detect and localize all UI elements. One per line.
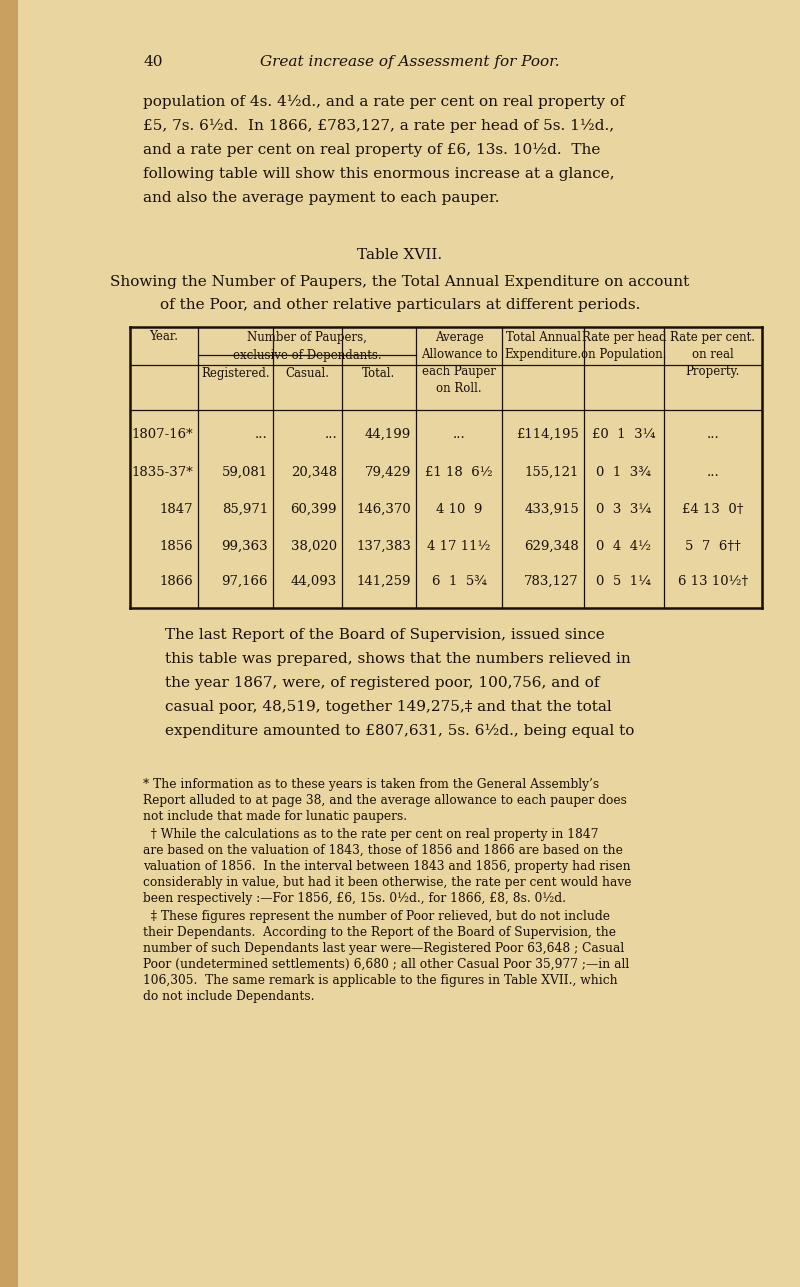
- Text: 20,348: 20,348: [291, 466, 337, 479]
- Text: 137,383: 137,383: [356, 541, 411, 553]
- Text: 106,305.  The same remark is applicable to the figures in Table XVII., which: 106,305. The same remark is applicable t…: [143, 974, 618, 987]
- Text: £114,195: £114,195: [516, 429, 579, 441]
- Text: of the Poor, and other relative particulars at different periods.: of the Poor, and other relative particul…: [160, 299, 640, 311]
- Text: 155,121: 155,121: [525, 466, 579, 479]
- Text: † While the calculations as to the rate per cent on real property in 1847: † While the calculations as to the rate …: [143, 828, 598, 840]
- Text: 1847: 1847: [159, 503, 193, 516]
- Text: valuation of 1856.  In the interval between 1843 and 1856, property had risen: valuation of 1856. In the interval betwe…: [143, 860, 630, 873]
- Text: are based on the valuation of 1843, those of 1856 and 1866 are based on the: are based on the valuation of 1843, thos…: [143, 844, 623, 857]
- Text: ‡ These figures represent the number of Poor relieved, but do not include: ‡ These figures represent the number of …: [143, 910, 610, 923]
- Text: ...: ...: [255, 429, 268, 441]
- Text: 0  5  1¼: 0 5 1¼: [597, 575, 651, 588]
- Text: ...: ...: [324, 429, 337, 441]
- Text: Number of Paupers,
exclusive of Dependants.: Number of Paupers, exclusive of Dependan…: [233, 331, 382, 362]
- Text: considerably in value, but had it been otherwise, the rate per cent would have: considerably in value, but had it been o…: [143, 876, 631, 889]
- Text: Rate per head
on Population.: Rate per head on Population.: [582, 331, 666, 360]
- Text: Average
Allowance to
each Pauper
on Roll.: Average Allowance to each Pauper on Roll…: [421, 331, 498, 395]
- Text: £4 13  0†: £4 13 0†: [682, 503, 744, 516]
- Text: 146,370: 146,370: [356, 503, 411, 516]
- Text: * The information as to these years is taken from the General Assembly’s: * The information as to these years is t…: [143, 779, 599, 792]
- Text: 6 13 10½†: 6 13 10½†: [678, 575, 748, 588]
- Text: 433,915: 433,915: [524, 503, 579, 516]
- Text: ...: ...: [706, 429, 719, 441]
- Text: casual poor, 48,519, together 149,275,‡ and that the total: casual poor, 48,519, together 149,275,‡ …: [165, 700, 612, 714]
- Text: Total.: Total.: [362, 367, 396, 380]
- Text: ...: ...: [706, 466, 719, 479]
- Text: number of such Dependants last year were—Registered Poor 63,648 ; Casual: number of such Dependants last year were…: [143, 942, 624, 955]
- Text: not include that made for lunatic paupers.: not include that made for lunatic pauper…: [143, 810, 407, 822]
- Text: Showing the Number of Paupers, the Total Annual Expenditure on account: Showing the Number of Paupers, the Total…: [110, 275, 690, 290]
- Text: 1835-37*: 1835-37*: [131, 466, 193, 479]
- Text: 141,259: 141,259: [357, 575, 411, 588]
- Text: 99,363: 99,363: [222, 541, 268, 553]
- Text: 97,166: 97,166: [222, 575, 268, 588]
- Bar: [0, 0, 18, 1287]
- Text: 44,093: 44,093: [290, 575, 337, 588]
- Text: population of 4s. 4½d., and a rate per cent on real property of: population of 4s. 4½d., and a rate per c…: [143, 95, 625, 109]
- Text: Report alluded to at page 38, and the average allowance to each pauper does: Report alluded to at page 38, and the av…: [143, 794, 627, 807]
- Text: ...: ...: [453, 429, 466, 441]
- Text: 6  1  5¾: 6 1 5¾: [431, 575, 486, 588]
- Text: been respectively :—For 1856, £6, 15s. 0½d., for 1866, £8, 8s. 0½d.: been respectively :—For 1856, £6, 15s. 0…: [143, 892, 566, 905]
- Text: 1807-16*: 1807-16*: [131, 429, 193, 441]
- Text: 79,429: 79,429: [365, 466, 411, 479]
- Text: 44,199: 44,199: [365, 429, 411, 441]
- Text: this table was prepared, shows that the numbers relieved in: this table was prepared, shows that the …: [165, 653, 630, 665]
- Text: Rate per cent.
on real
Property.: Rate per cent. on real Property.: [670, 331, 755, 378]
- Text: 629,348: 629,348: [524, 541, 579, 553]
- Text: 60,399: 60,399: [290, 503, 337, 516]
- Text: 59,081: 59,081: [222, 466, 268, 479]
- Text: Casual.: Casual.: [286, 367, 330, 380]
- Text: following table will show this enormous increase at a glance,: following table will show this enormous …: [143, 167, 614, 181]
- Text: 4 17 11½: 4 17 11½: [427, 541, 490, 553]
- Text: Total Annual
Expenditure.: Total Annual Expenditure.: [505, 331, 582, 360]
- Text: £1 18  6½: £1 18 6½: [425, 466, 493, 479]
- Text: 1866: 1866: [159, 575, 193, 588]
- Text: 5  7  6††: 5 7 6††: [685, 541, 741, 553]
- Text: 1856: 1856: [159, 541, 193, 553]
- Text: do not include Dependants.: do not include Dependants.: [143, 990, 314, 1003]
- Text: 85,971: 85,971: [222, 503, 268, 516]
- Text: The last Report of the Board of Supervision, issued since: The last Report of the Board of Supervis…: [165, 628, 605, 642]
- Text: £5, 7s. 6½d.  In 1866, £783,127, a rate per head of 5s. 1½d.,: £5, 7s. 6½d. In 1866, £783,127, a rate p…: [143, 118, 614, 133]
- Text: Great increase of Assessment for Poor.: Great increase of Assessment for Poor.: [260, 55, 560, 69]
- Text: Table XVII.: Table XVII.: [358, 248, 442, 263]
- Text: Poor (undetermined settlements) 6,680 ; all other Casual Poor 35,977 ;—in all: Poor (undetermined settlements) 6,680 ; …: [143, 958, 630, 970]
- Text: 0  4  4½: 0 4 4½: [597, 541, 651, 553]
- Text: 4 10  9: 4 10 9: [436, 503, 482, 516]
- Text: 40: 40: [143, 55, 162, 69]
- Text: expenditure amounted to £807,631, 5s. 6½d., being equal to: expenditure amounted to £807,631, 5s. 6½…: [165, 725, 634, 739]
- Text: 38,020: 38,020: [291, 541, 337, 553]
- Text: Registered.: Registered.: [201, 367, 270, 380]
- Text: Year.: Year.: [150, 329, 178, 344]
- Text: their Dependants.  According to the Report of the Board of Supervision, the: their Dependants. According to the Repor…: [143, 927, 616, 940]
- Text: 0  3  3¼: 0 3 3¼: [596, 503, 652, 516]
- Text: the year 1867, were, of registered poor, 100,756, and of: the year 1867, were, of registered poor,…: [165, 676, 599, 690]
- Text: 0  1  3¾: 0 1 3¾: [597, 466, 651, 479]
- Text: and a rate per cent on real property of £6, 13s. 10½d.  The: and a rate per cent on real property of …: [143, 143, 600, 157]
- Text: £0  1  3¼: £0 1 3¼: [592, 429, 656, 441]
- Text: and also the average payment to each pauper.: and also the average payment to each pau…: [143, 190, 499, 205]
- Text: 783,127: 783,127: [524, 575, 579, 588]
